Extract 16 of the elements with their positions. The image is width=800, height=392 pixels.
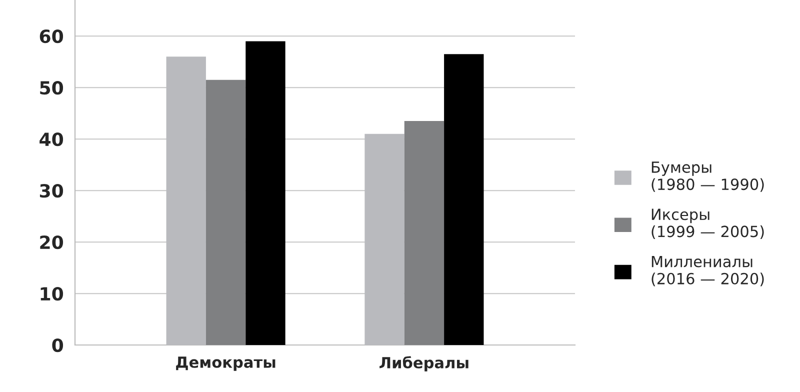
bar	[246, 41, 286, 345]
y-tick-label: 40	[40, 132, 64, 146]
y-tick-label: 50	[40, 80, 64, 95]
y-tick-label: 0	[52, 338, 64, 352]
x-tick-label: Демократы	[176, 356, 276, 371]
y-tick-label: 60	[40, 30, 64, 44]
bar	[404, 121, 444, 345]
x-tick-label: Либералы	[380, 356, 468, 372]
y-tick-label: 10	[40, 286, 64, 301]
bar	[206, 80, 246, 345]
bar	[444, 54, 484, 345]
legend-label: Миллениалы (2016 — 2020)	[652, 256, 764, 286]
legend-label: Бумеры (1980 — 1990)	[652, 162, 764, 192]
y-tick-label: 20	[40, 235, 64, 250]
legend-label: Иксеры (1999 — 2005)	[652, 208, 764, 240]
y-tick-label: 30	[40, 184, 64, 198]
